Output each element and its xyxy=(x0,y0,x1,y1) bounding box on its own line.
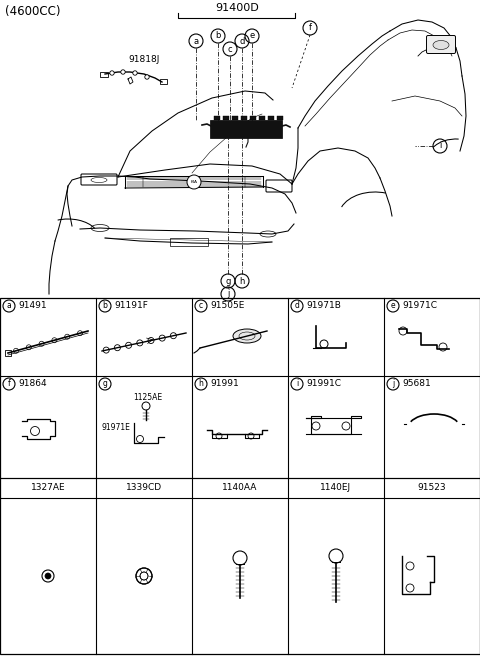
Text: 91864: 91864 xyxy=(18,380,47,388)
Text: 1140AA: 1140AA xyxy=(222,483,258,493)
Text: 91400D: 91400D xyxy=(215,3,259,13)
Text: 91971E: 91971E xyxy=(101,424,130,432)
Circle shape xyxy=(39,341,44,346)
Ellipse shape xyxy=(233,329,261,343)
Text: a: a xyxy=(7,302,12,310)
Bar xyxy=(223,116,229,120)
Text: c: c xyxy=(228,45,232,54)
Text: d: d xyxy=(295,302,300,310)
Bar xyxy=(277,116,283,120)
Text: 91971B: 91971B xyxy=(306,302,341,310)
Text: i: i xyxy=(296,380,298,388)
Bar xyxy=(259,116,265,120)
Text: 91818J: 91818J xyxy=(128,55,159,64)
Text: e: e xyxy=(391,302,396,310)
FancyBboxPatch shape xyxy=(427,35,456,54)
Circle shape xyxy=(45,573,51,579)
Ellipse shape xyxy=(433,41,449,49)
Circle shape xyxy=(77,331,83,336)
Text: b: b xyxy=(216,31,221,41)
Text: 91991C: 91991C xyxy=(306,380,341,388)
Text: h: h xyxy=(240,276,245,285)
Text: 91971C: 91971C xyxy=(402,302,437,310)
Text: 1327AE: 1327AE xyxy=(31,483,65,493)
Bar xyxy=(268,116,274,120)
Circle shape xyxy=(110,71,114,75)
Bar xyxy=(0,298,480,654)
Circle shape xyxy=(187,175,201,189)
Text: c: c xyxy=(199,302,203,310)
Text: b: b xyxy=(103,302,108,310)
Text: a: a xyxy=(193,37,199,45)
Text: h: h xyxy=(199,380,204,388)
Circle shape xyxy=(65,334,70,339)
Text: e: e xyxy=(250,31,254,41)
Text: 95681: 95681 xyxy=(402,380,431,388)
Text: 1140EJ: 1140EJ xyxy=(321,483,351,493)
Bar xyxy=(232,116,238,120)
Circle shape xyxy=(13,348,19,354)
Text: i: i xyxy=(439,142,441,150)
Bar xyxy=(210,120,282,138)
Bar xyxy=(160,79,167,84)
Text: j: j xyxy=(227,289,229,298)
Circle shape xyxy=(52,338,57,342)
Text: j: j xyxy=(392,380,394,388)
Bar xyxy=(250,116,256,120)
Text: KIA: KIA xyxy=(191,180,197,184)
Text: f: f xyxy=(309,24,312,33)
Text: 91191F: 91191F xyxy=(114,302,148,310)
Text: 1339CD: 1339CD xyxy=(126,483,162,493)
Text: 91505E: 91505E xyxy=(210,302,244,310)
Bar xyxy=(170,238,208,246)
Circle shape xyxy=(26,345,31,350)
Text: (4600CC): (4600CC) xyxy=(5,5,60,18)
Bar xyxy=(5,350,11,356)
Bar xyxy=(100,72,108,77)
Circle shape xyxy=(145,75,149,79)
Text: g: g xyxy=(103,380,108,388)
Bar xyxy=(241,116,247,120)
Text: d: d xyxy=(240,37,245,45)
Circle shape xyxy=(121,70,125,74)
Text: 91523: 91523 xyxy=(418,483,446,493)
Text: 91991: 91991 xyxy=(210,380,239,388)
Text: g: g xyxy=(225,276,231,285)
Text: f: f xyxy=(8,380,11,388)
Text: 91491: 91491 xyxy=(18,302,47,310)
Circle shape xyxy=(133,71,137,75)
Bar xyxy=(214,116,220,120)
Text: 1125AE: 1125AE xyxy=(133,394,163,403)
